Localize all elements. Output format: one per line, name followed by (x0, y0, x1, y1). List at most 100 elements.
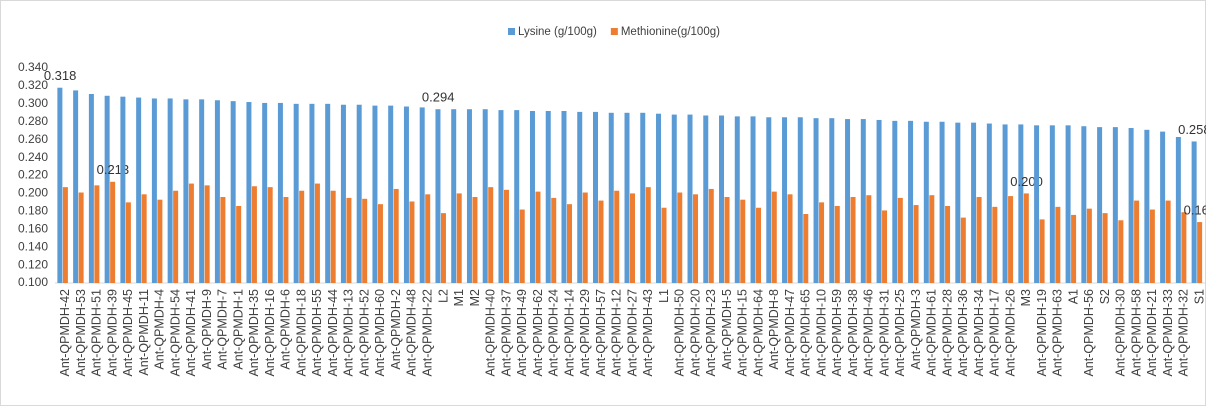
x-tick-label: Ant-QPMDH-9 (200, 289, 214, 370)
x-tick-label: Ant-QPMDH-13 (342, 289, 356, 377)
bar (1160, 131, 1166, 283)
x-tick-label: Ant-QPMDH-51 (90, 289, 104, 377)
bar (262, 102, 268, 283)
bar (409, 201, 415, 283)
bar (1049, 125, 1055, 283)
x-tick-label: Ant-QPMDH-49 (515, 289, 529, 377)
bar (661, 207, 667, 283)
x-tick-label: Ant-QPMDH-62 (531, 289, 545, 377)
bar (88, 93, 94, 284)
bar (151, 98, 157, 283)
bar (693, 194, 699, 283)
x-tick-label: Ant-QPMDH-29 (578, 289, 592, 377)
y-tick-label: 0.120 (18, 257, 48, 271)
bar (309, 103, 315, 283)
bar (220, 197, 226, 283)
bar (1128, 128, 1134, 283)
x-tick-label: Ant-QPMDH-56 (1082, 289, 1096, 377)
bar (976, 197, 982, 283)
x-tick-label: Ant-QPMDH-6 (279, 289, 293, 370)
x-tick-label: Ant-QPMDH-27 (625, 289, 639, 377)
bar (803, 214, 809, 283)
bar (498, 110, 504, 284)
y-tick-label: 0.300 (18, 96, 48, 110)
x-tick-label: Ant-QPMDH-57 (594, 289, 608, 377)
bar (1018, 124, 1024, 283)
x-tick-label: Ant-QPMDH-65 (799, 289, 813, 377)
data-label: 0.168 (1184, 203, 1206, 218)
bar (110, 181, 116, 283)
bar (1002, 124, 1008, 283)
bar (173, 190, 179, 283)
y-tick-label: 0.220 (18, 168, 48, 182)
bar (514, 110, 520, 284)
x-tick-label: Ant-QPMDH-22 (421, 289, 435, 377)
bar (771, 191, 777, 283)
bar (1165, 200, 1171, 283)
bar (608, 112, 614, 284)
x-tick-label: M1 (452, 289, 466, 306)
bar (1191, 141, 1197, 283)
bar (797, 117, 803, 283)
bar (78, 192, 84, 283)
bar (440, 213, 446, 283)
x-tick-label: L1 (657, 289, 671, 303)
x-tick-label: Ant-QPMDH-53 (74, 289, 88, 377)
bar (1023, 193, 1029, 283)
bar (671, 114, 677, 283)
bar (94, 185, 100, 283)
bar (850, 197, 856, 283)
x-tick-label: Ant-QPMDH-1 (231, 289, 245, 370)
x-tick-label: Ant-QPMDH-58 (1129, 289, 1143, 377)
y-tick-label: 0.200 (18, 186, 48, 200)
x-tick-label: Ant-QPMDH-28 (940, 289, 954, 377)
bar (750, 116, 756, 283)
x-tick-label: Ant-QPMDH-25 (893, 289, 907, 377)
x-tick-label: Ant-QPMDH-24 (547, 289, 561, 377)
bar (204, 185, 210, 283)
bar (708, 188, 714, 283)
bar (1175, 136, 1181, 283)
bar (167, 98, 173, 283)
x-tick-label: S1 (1192, 289, 1206, 304)
bar (703, 115, 709, 284)
bar (882, 210, 888, 283)
bar (1149, 209, 1155, 283)
x-tick-label: Ant-QPMDH-50 (673, 289, 687, 377)
x-tick-label: Ant-QPMDH-31 (877, 289, 891, 377)
bar (62, 187, 68, 283)
x-tick-label: Ant-QPMDH-43 (641, 289, 655, 377)
bar (986, 123, 992, 284)
bar (503, 189, 509, 283)
x-tick-label: Ant-QPMDH-40 (484, 289, 498, 377)
y-tick-label: 0.160 (18, 221, 48, 235)
x-tick-label: Ant-QPMDH-46 (862, 289, 876, 377)
bar (939, 121, 945, 283)
bar (419, 107, 425, 284)
bar (330, 190, 336, 283)
x-tick-label: Ant-QPMDH-44 (326, 289, 340, 377)
x-tick-label: Ant-QPMDH-34 (972, 289, 986, 377)
x-tick-label: Ant-QPMDH-59 (830, 289, 844, 377)
bar (267, 187, 273, 283)
bar (897, 197, 903, 283)
bar (456, 193, 462, 283)
bar (1102, 213, 1108, 283)
bar (740, 199, 746, 283)
bar (734, 116, 740, 283)
x-tick-label: Ant-QPMDH-18 (294, 289, 308, 377)
bar (545, 111, 551, 283)
legend-swatch (508, 28, 515, 35)
bar (57, 87, 63, 283)
bar (677, 192, 683, 283)
y-tick-label: 0.320 (18, 78, 48, 92)
x-tick-label: Ant-QPMDH-35 (247, 289, 261, 377)
bar (592, 111, 598, 283)
bar (640, 112, 646, 284)
x-tick-label: Ant-QPMDH-14 (562, 289, 576, 377)
bar (346, 197, 352, 283)
bar (1039, 219, 1045, 283)
data-label: 0.258 (1178, 122, 1206, 137)
